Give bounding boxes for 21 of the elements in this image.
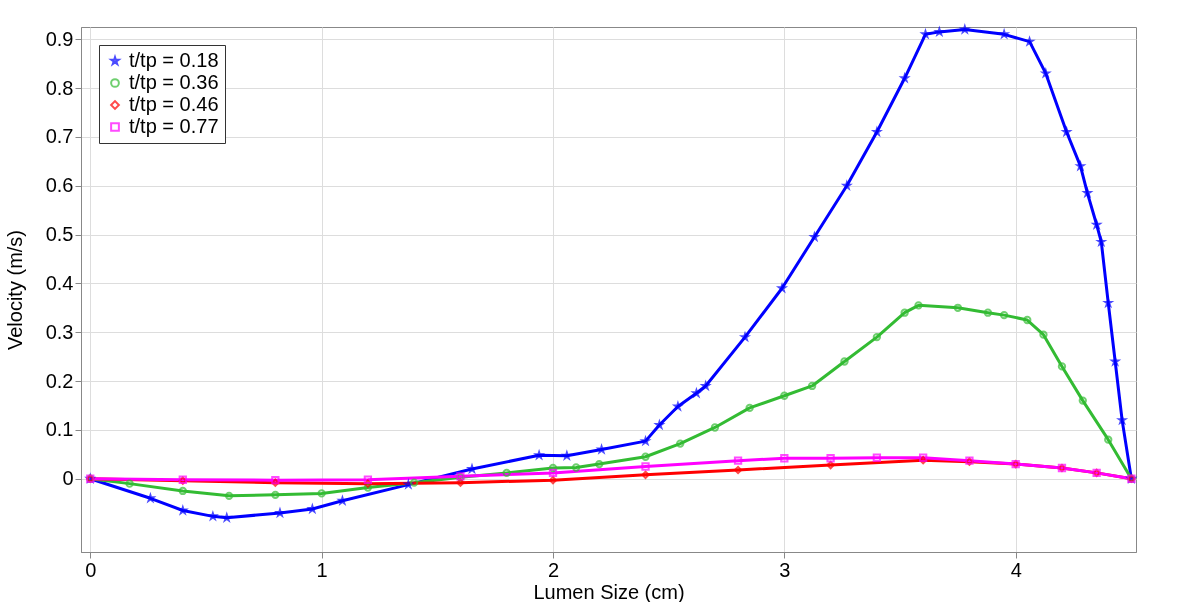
- legend-label: t/tp = 0.46: [129, 93, 219, 115]
- y-tick-label: 0.4: [45, 271, 74, 294]
- y-tick-label: 0.3: [45, 320, 74, 343]
- legend-label: t/tp = 0.77: [129, 115, 219, 137]
- y-tick-label: 0.5: [45, 223, 74, 246]
- legend-label: t/tp = 0.36: [129, 71, 219, 93]
- x-tick-label: 4: [1010, 558, 1022, 581]
- x-tick-label: 2: [547, 558, 560, 581]
- legend-label: t/tp = 0.18: [129, 49, 219, 71]
- x-tick-label: 0: [85, 558, 97, 581]
- y-tick-label: 0: [62, 467, 74, 490]
- y-tick-label: 0.9: [45, 27, 74, 50]
- y-tick-label: 0.2: [45, 369, 74, 392]
- y-tick-label: 0.8: [45, 76, 74, 99]
- y-tick-label: 0.7: [45, 125, 74, 148]
- y-tick-label: 0.6: [45, 174, 74, 197]
- y-axis-title: Velocity (m/s): [3, 229, 26, 351]
- x-tick-label: 3: [779, 558, 791, 581]
- x-tick-label: 1: [316, 558, 328, 581]
- x-axis-title: Lumen Size (cm): [533, 580, 685, 603]
- y-tick-label: 0.1: [45, 418, 74, 441]
